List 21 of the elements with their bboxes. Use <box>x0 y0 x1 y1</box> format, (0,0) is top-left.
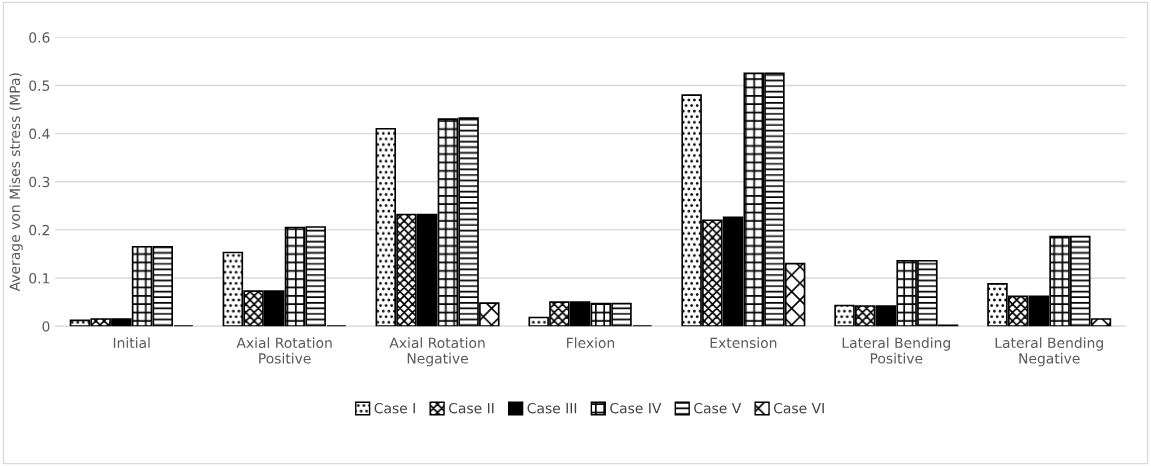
x-tick-label: Lateral Bending Negative <box>995 337 1103 367</box>
x-tick-label: Lateral Bending Positive <box>842 337 950 364</box>
legend-label: Case III <box>527 402 577 414</box>
legend-label: Case IV <box>610 402 662 414</box>
y-tick-label: 0.6 <box>29 32 50 43</box>
x-tick-label: Axial Rotation Positive <box>236 337 332 364</box>
x-tick-label: Axial Rotation Negative <box>389 337 485 367</box>
y-tick-label: 0.3 <box>29 176 50 188</box>
y-tick-label: 0.5 <box>29 80 50 91</box>
legend-label: Case VI <box>773 402 824 414</box>
legend-label: Case II <box>449 402 494 414</box>
y-tick-label: 0.2 <box>29 224 49 236</box>
x-tick-label: Extension <box>710 337 777 349</box>
x-tick-label: Initial <box>113 337 150 349</box>
legend-label: Case I <box>374 402 415 414</box>
legend-label: Case V <box>694 402 742 414</box>
y-axis-title: Average von Mises stress (MPa) <box>9 73 23 292</box>
y-tick-label: 0.4 <box>29 128 50 140</box>
x-tick-label: Flexion <box>567 337 615 349</box>
y-tick-label: 0 <box>42 321 50 332</box>
y-tick-label: 0.1 <box>29 273 50 284</box>
